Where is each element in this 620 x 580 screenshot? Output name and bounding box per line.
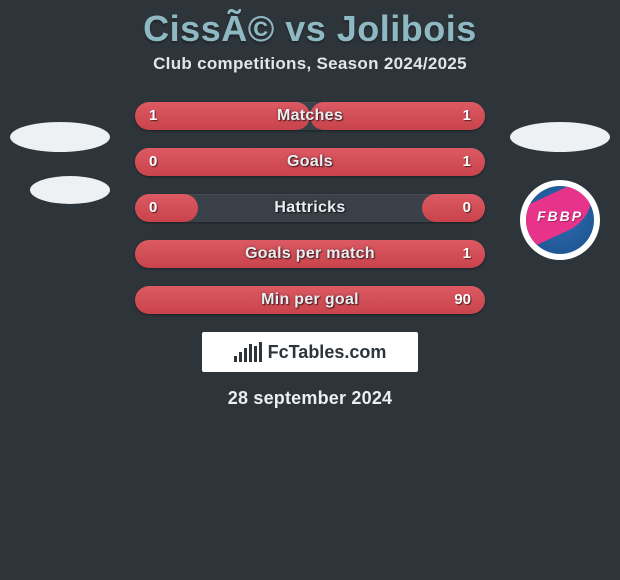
stat-label: Min per goal xyxy=(135,286,485,314)
stat-row: 90Min per goal xyxy=(135,286,485,314)
stat-label: Goals per match xyxy=(135,240,485,268)
stat-label: Goals xyxy=(135,148,485,176)
stat-row: 11Matches xyxy=(135,102,485,130)
club-right-badge: FBBP xyxy=(520,180,600,260)
subtitle: Club competitions, Season 2024/2025 xyxy=(0,54,620,74)
stat-label: Matches xyxy=(135,102,485,130)
stat-row: 01Goals xyxy=(135,148,485,176)
stat-label: Hattricks xyxy=(135,194,485,222)
logo-text: FcTables.com xyxy=(268,342,387,363)
player-left-avatar xyxy=(10,122,110,152)
fctables-logo[interactable]: FcTables.com xyxy=(202,332,418,372)
club-right-badge-text: FBBP xyxy=(526,208,594,224)
logo-bars-icon xyxy=(234,342,262,362)
stat-row: 00Hattricks xyxy=(135,194,485,222)
player-right-avatar xyxy=(510,122,610,152)
club-left-badge xyxy=(30,176,110,204)
stat-row: 1Goals per match xyxy=(135,240,485,268)
page-title: CissÃ© vs Jolibois xyxy=(0,8,620,50)
date-line: 28 september 2024 xyxy=(0,388,620,409)
